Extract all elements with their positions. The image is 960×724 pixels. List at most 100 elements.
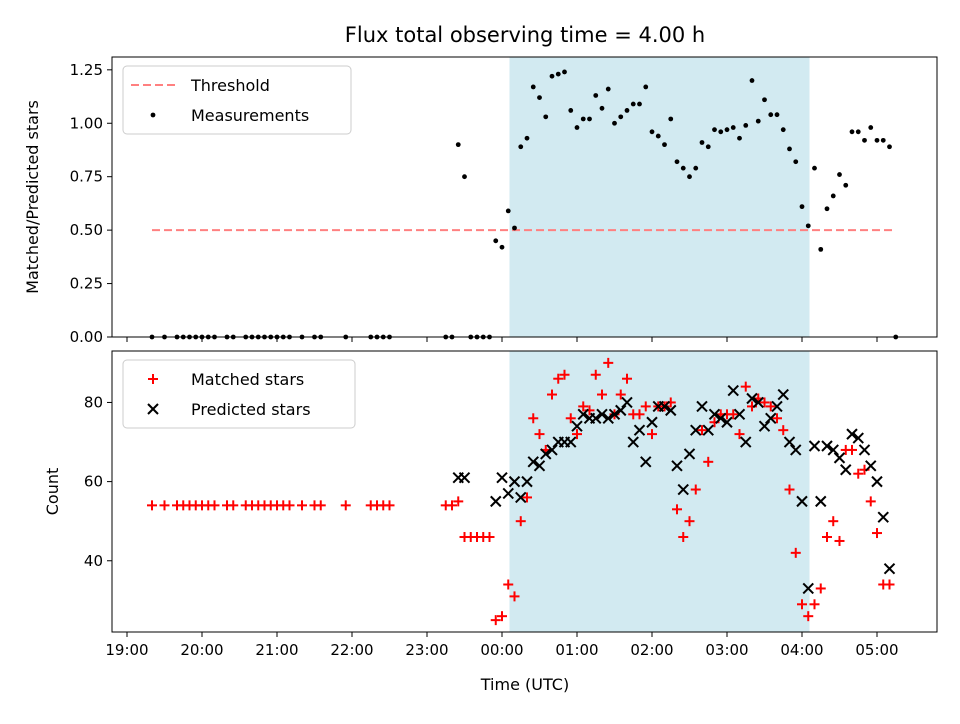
panel-ratio: 0.00 0.25 0.50 0.75 1.00 1.25 Matched/Predicte… [23,56,938,346]
data-point [543,114,549,120]
y-tick-label: 0.75 [70,168,103,186]
data-point-b [621,396,633,409]
legend-swatch [147,403,159,415]
chart-title: Flux total observing time = 4.00 h [345,23,705,47]
data-point [159,500,170,511]
data-point-b [715,412,727,424]
data-point-b [796,495,808,508]
data-point-b [633,424,646,436]
x-tick-label: 02:00 [630,641,673,659]
data-point [505,208,511,214]
y-tick-label: 40 [84,552,103,570]
data-point [780,127,786,133]
legend-label: Measurements [191,106,309,125]
data-point [803,611,814,622]
data-point [702,424,714,436]
data-point [874,137,880,143]
data-point-b [671,460,683,472]
axes-frame [111,56,938,338]
data-point [540,448,552,460]
data-point [684,516,695,527]
x-tick-label: 20:00 [180,641,223,659]
data-point-b [590,412,602,424]
legend-swatch-b [147,403,159,415]
data-point [555,71,561,77]
data-point [615,404,627,417]
data-point [646,416,658,428]
data-point [680,165,686,171]
x-tick-label: 00:00 [480,641,523,659]
data-point-b [458,471,471,484]
data-point [455,142,461,148]
data-point-b [858,444,871,456]
data-point [597,389,607,400]
data-point [284,500,295,511]
data-point [796,495,808,508]
data-point-b [758,420,771,432]
data-point-b [508,475,521,488]
data-point-b [871,475,883,488]
data-point-b [708,408,721,421]
data-point [497,611,507,622]
data-point [705,144,711,150]
data-point [228,500,239,511]
data-point-b [677,483,689,496]
data-point-b [752,396,764,409]
data-point [147,500,157,511]
data-point [665,404,677,417]
panel-count: 40 60 80 Count 19:00 20:00 21:00 22:00 23:00 00:0… [43,350,938,659]
data-point [833,452,846,464]
legend-swatch [150,112,156,118]
data-point [571,420,583,432]
data-point [565,436,577,448]
data-point [493,238,499,244]
data-point [728,409,739,420]
data-point [515,491,527,504]
data-point [721,416,733,428]
data-point [824,206,830,212]
data-point [808,440,821,452]
data-point [777,388,789,401]
data-point [724,127,730,133]
data-point-b [727,384,739,397]
data-point [568,108,574,113]
data-point [578,401,589,412]
data-point [574,125,580,130]
data-point-b [802,582,814,595]
data-point-b [733,408,746,421]
data-point [849,129,855,135]
data-point [672,504,682,515]
data-point [522,492,532,503]
data-point-b [702,424,714,436]
data-point [674,159,680,165]
data-point [512,225,517,231]
data-point [462,174,467,180]
data-point-b [815,495,827,508]
data-point [727,384,739,397]
data-point [783,436,796,448]
data-point [562,69,567,75]
data-point [527,456,539,468]
data-point [778,425,789,436]
data-point [821,440,833,452]
data-point [755,118,761,124]
plot-panels: 0.00 0.25 0.50 0.75 1.00 1.25 Matched/Predicte… [23,56,938,659]
legend-box [122,65,352,135]
data-point [865,496,876,507]
data-point [599,105,605,111]
data-point-b [877,511,889,523]
data-point [772,413,782,424]
legend-label: Matched stars [191,370,304,389]
data-point [843,182,849,188]
data-point [537,95,542,101]
data-point [297,500,307,511]
data-point [618,114,624,120]
data-point [593,93,599,98]
data-point [809,599,820,610]
data-point [687,174,692,180]
data-point [793,159,799,165]
data-point [737,135,742,141]
data-point [880,137,886,143]
data-point [533,460,546,472]
